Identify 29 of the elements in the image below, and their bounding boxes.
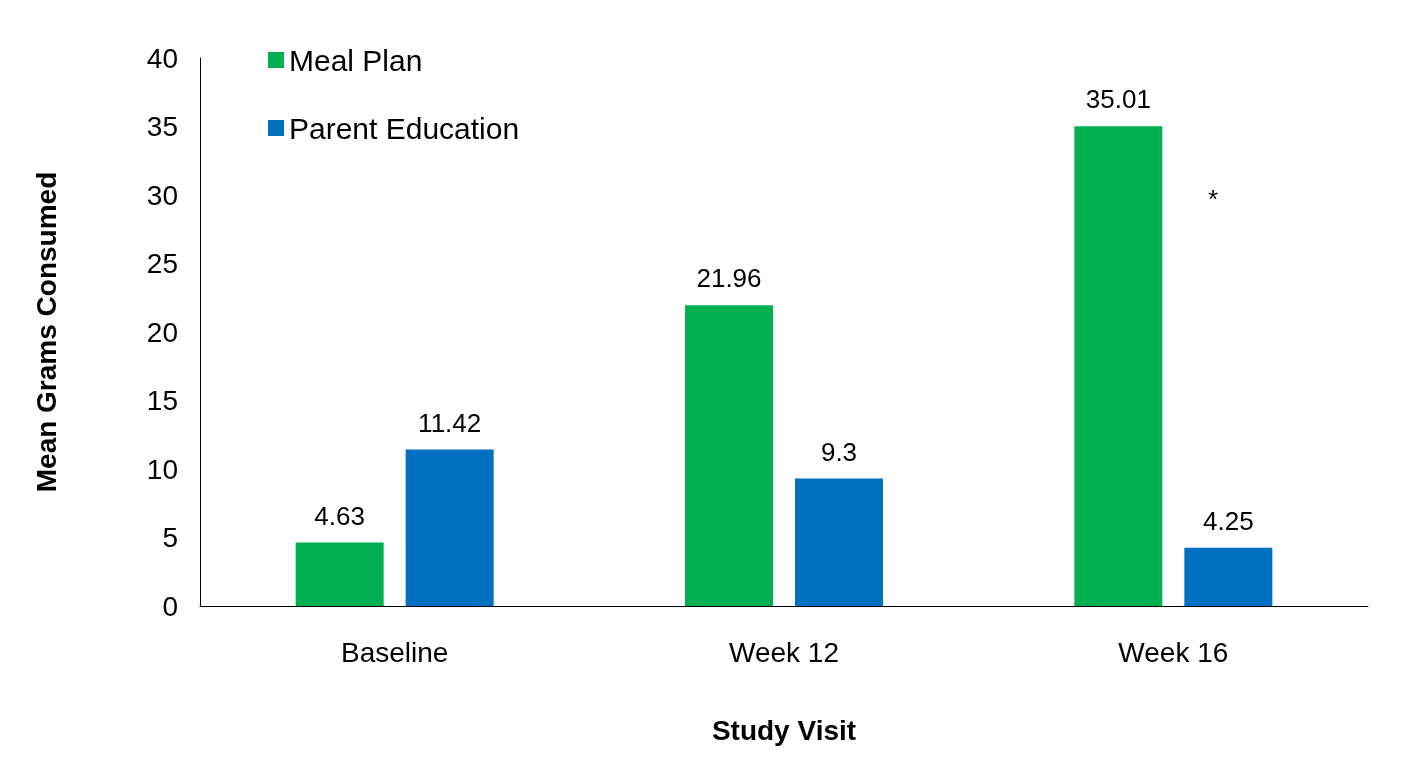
data-label: 11.42 [418, 407, 482, 438]
bar [405, 449, 494, 606]
y-tick-label: 5 [162, 522, 178, 553]
bar [295, 542, 384, 606]
y-tick-label: 25 [146, 248, 178, 279]
bar [1074, 126, 1163, 606]
data-label: 21.96 [696, 263, 762, 294]
y-tick-label: 15 [146, 385, 178, 416]
x-tick-label: Baseline [340, 636, 449, 668]
x-axis-title: Study Visit [711, 714, 857, 746]
y-tick-label: 20 [146, 316, 178, 348]
data-label: 4.25 [1203, 505, 1254, 536]
legend-label: Parent Education [289, 111, 520, 145]
y-tick-label: 0 [162, 590, 178, 622]
y-axis-title: Mean Grams Consumed [30, 171, 62, 493]
x-tick-label: Week 16 [1118, 636, 1229, 668]
annotation: * [1207, 184, 1219, 214]
bar [795, 478, 883, 606]
y-tick-label: 35 [146, 111, 178, 142]
y-tick-label: 30 [146, 179, 178, 211]
x-tick-label: Week 12 [729, 636, 839, 668]
data-label: 9.3 [820, 436, 858, 467]
bar [1184, 547, 1273, 606]
y-tick-label: 10 [146, 453, 178, 485]
data-label: 4.63 [314, 500, 365, 531]
legend-label: Meal Plan [289, 43, 423, 77]
data-label: 35.01 [1085, 84, 1151, 115]
bar [685, 305, 773, 606]
y-tick-label: 40 [146, 42, 178, 74]
